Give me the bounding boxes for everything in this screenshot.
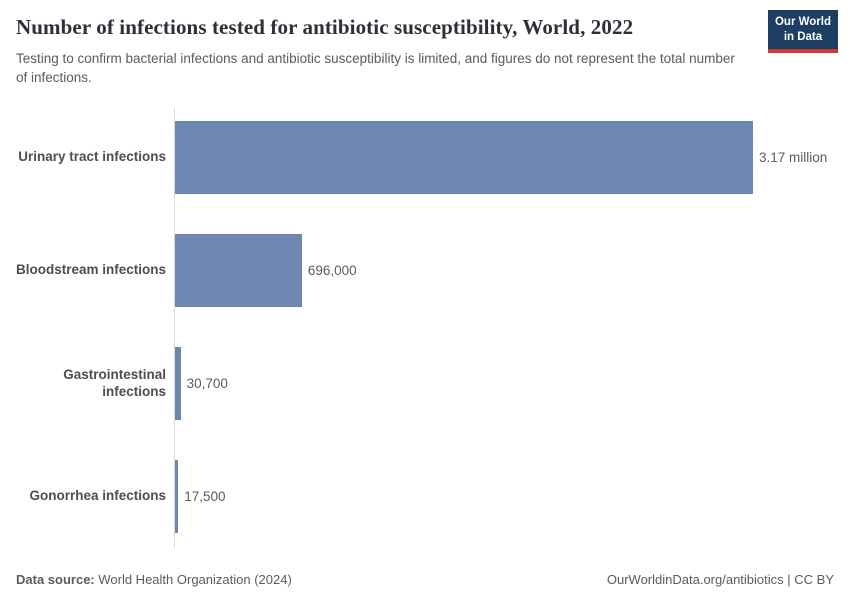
- bar[interactable]: [175, 121, 753, 194]
- chart-row: Gastrointestinal infections 30,700: [0, 327, 850, 440]
- owid-logo-line2: in Data: [783, 30, 823, 43]
- value-label: 30,700: [186, 376, 228, 391]
- bar[interactable]: [175, 347, 181, 420]
- bar[interactable]: [175, 460, 179, 533]
- bar[interactable]: [175, 234, 302, 307]
- value-label: 17,500: [184, 489, 226, 504]
- credit-link[interactable]: OurWorldinData.org/antibiotics | CC BY: [606, 572, 834, 587]
- category-label: Gonorrhea infections: [29, 488, 166, 504]
- category-label: Gastrointestinal infections: [63, 367, 166, 399]
- y-axis-line: [174, 108, 175, 548]
- chart-header: Number of infections tested for antibiot…: [0, 0, 850, 87]
- bar-area: 696,000: [175, 234, 850, 307]
- owid-logo-line1: Our World: [774, 16, 831, 28]
- chart-subtitle: Testing to confirm bacterial infections …: [16, 51, 735, 86]
- owid-logo: Our World in Data: [767, 10, 838, 53]
- bar-area: 30,700: [175, 347, 850, 420]
- bar-chart: Urinary tract infections 3.17 million Bloo…: [0, 101, 850, 553]
- category-label: Urinary tract infections: [18, 149, 166, 165]
- chart-row: Gonorrhea infections 17,500: [0, 440, 850, 553]
- chart-footer: Data source: World Health Organization (…: [16, 572, 834, 587]
- chart-rows: Urinary tract infections 3.17 million Bloo…: [0, 101, 850, 553]
- category-label: Bloodstream infections: [15, 262, 166, 278]
- data-source-note: Data source: World Health Organization (…: [16, 572, 292, 587]
- chart-row: Bloodstream infections 696,000: [0, 214, 850, 327]
- bar-area: 3.17 million: [175, 121, 850, 194]
- value-label: 3.17 million: [759, 150, 828, 165]
- bar-area: 17,500: [175, 460, 850, 533]
- data-source-value: World Health Organization (2024): [94, 572, 292, 587]
- value-label: 696,000: [307, 263, 357, 278]
- data-source-label: Data source:: [16, 572, 95, 587]
- chart-title: Number of infections tested for antibiot…: [16, 15, 634, 39]
- chart-row: Urinary tract infections 3.17 million: [0, 101, 850, 214]
